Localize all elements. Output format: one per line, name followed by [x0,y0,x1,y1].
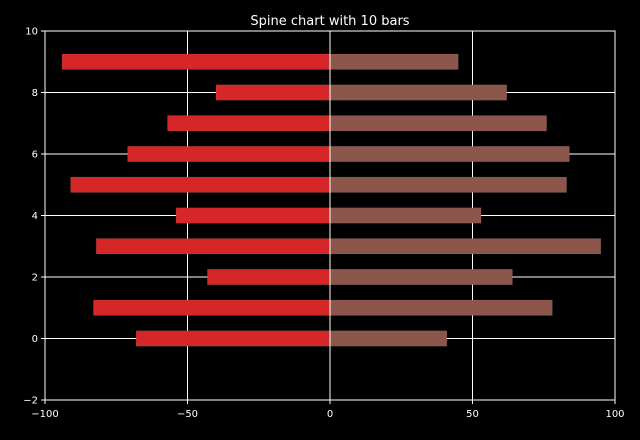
chart-title: Spine chart with 10 bars [250,14,409,29]
bar-left-0 [135,330,331,347]
bar-right-2 [329,269,513,285]
bar-right-9 [329,53,459,70]
bar-right-3 [329,238,601,255]
bar-left-6 [127,146,331,162]
bar-left-4 [175,207,331,224]
y-tick-label: 10 [25,27,38,38]
bar-right-8 [329,84,507,101]
bar-left-9 [61,53,331,70]
bar-right-6 [329,146,570,162]
y-tick-label: 4 [32,211,38,222]
x-tick-label: 50 [466,409,479,420]
bars-layer [61,53,601,347]
bar-left-7 [167,115,331,132]
bar-left-8 [215,84,331,101]
bar-right-1 [329,299,553,316]
bar-left-2 [207,269,331,285]
bar-right-0 [329,330,448,347]
x-tick-label: 0 [327,409,333,420]
ticks-layer: −100 −50 0 50 100 −2 0 2 4 6 8 10 [23,27,624,421]
bar-left-3 [96,238,331,255]
bar-right-5 [329,176,567,193]
y-tick-label: 0 [32,334,38,345]
bar-left-1 [93,299,331,316]
x-tick-label: −100 [31,409,58,420]
y-tick-label: 8 [32,88,38,99]
y-tick-label: 2 [32,273,38,284]
x-tick-label: −50 [177,409,198,420]
y-tick-label: 6 [32,150,38,161]
bar-right-4 [329,207,482,224]
x-tick-label: 100 [605,409,624,420]
y-tick-label: −2 [23,396,38,407]
bar-left-5 [70,176,331,193]
bar-right-7 [329,115,547,132]
